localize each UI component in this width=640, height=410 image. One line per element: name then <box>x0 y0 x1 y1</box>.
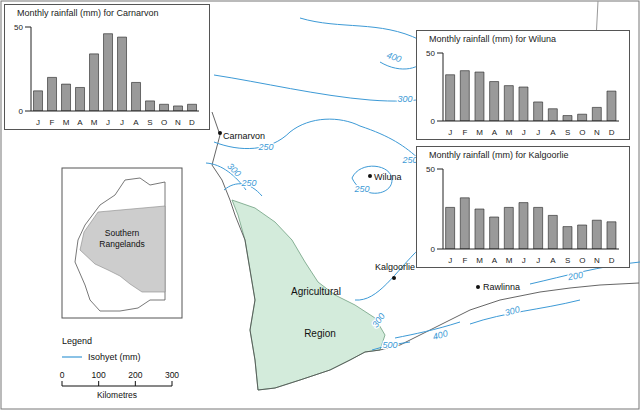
svg-text:M: M <box>476 256 483 265</box>
svg-text:Legend: Legend <box>62 336 92 346</box>
svg-text:N: N <box>175 118 181 127</box>
svg-text:50: 50 <box>426 165 435 174</box>
svg-text:A: A <box>492 256 498 265</box>
svg-text:Kilometres: Kilometres <box>97 390 137 400</box>
svg-text:F: F <box>463 256 468 265</box>
svg-text:SouthernRangelands: SouthernRangelands <box>99 228 144 249</box>
svg-text:A: A <box>550 256 556 265</box>
svg-text:J: J <box>536 256 540 265</box>
svg-text:J: J <box>448 128 452 137</box>
svg-text:250: 250 <box>402 155 418 165</box>
svg-text:S: S <box>565 128 570 137</box>
svg-text:0: 0 <box>431 245 436 254</box>
svg-text:F: F <box>463 128 468 137</box>
svg-text:200: 200 <box>128 370 142 380</box>
svg-text:300: 300 <box>397 94 412 104</box>
svg-text:Carnarvon: Carnarvon <box>223 131 265 141</box>
svg-text:Isohyet (mm): Isohyet (mm) <box>88 352 141 362</box>
svg-text:O: O <box>161 118 167 127</box>
svg-text:J: J <box>522 256 526 265</box>
svg-text:100: 100 <box>92 370 106 380</box>
svg-text:M: M <box>91 118 98 127</box>
svg-text:400: 400 <box>385 50 403 65</box>
svg-text:J: J <box>120 118 124 127</box>
svg-text:J: J <box>536 128 540 137</box>
svg-text:300: 300 <box>504 304 521 318</box>
svg-text:N: N <box>594 256 600 265</box>
html-text:Monthly rainfall (mm) for Kalg: Monthly rainfall (mm) for Kalgoorlie <box>429 150 569 160</box>
html-text:Monthly rainfall (mm) for Wilu: Monthly rainfall (mm) for Wiluna <box>429 34 556 44</box>
svg-text:Kalgoorlie: Kalgoorlie <box>375 262 415 272</box>
svg-text:Rawlinna: Rawlinna <box>483 282 520 292</box>
svg-text:J: J <box>522 128 526 137</box>
svg-text:M: M <box>63 118 70 127</box>
svg-text:300: 300 <box>225 161 243 179</box>
svg-text:0: 0 <box>60 370 65 380</box>
svg-text:50: 50 <box>426 49 435 58</box>
svg-text:S: S <box>147 118 152 127</box>
svg-text:M: M <box>506 256 513 265</box>
svg-text:250: 250 <box>257 142 273 152</box>
svg-text:200: 200 <box>566 270 584 283</box>
svg-text:A: A <box>133 118 139 127</box>
svg-text:F: F <box>50 118 55 127</box>
svg-text:J: J <box>36 118 40 127</box>
svg-text:S: S <box>565 256 570 265</box>
svg-text:300: 300 <box>165 370 179 380</box>
svg-text:N: N <box>594 128 600 137</box>
svg-text:250: 250 <box>353 184 369 194</box>
svg-text:A: A <box>492 128 498 137</box>
svg-text:AgriculturalRegion: AgriculturalRegion <box>291 286 341 339</box>
html-text:Monthly rainfall (mm) for Carn: Monthly rainfall (mm) for Carnarvon <box>17 8 159 18</box>
svg-text:M: M <box>476 128 483 137</box>
svg-text:Wiluna: Wiluna <box>374 172 402 182</box>
svg-text:D: D <box>189 118 195 127</box>
svg-text:A: A <box>550 128 556 137</box>
svg-text:0: 0 <box>19 107 24 116</box>
svg-text:400: 400 <box>432 328 449 342</box>
svg-text:D: D <box>609 128 615 137</box>
svg-text:M: M <box>506 128 513 137</box>
svg-text:J: J <box>106 118 110 127</box>
svg-text:500: 500 <box>382 340 397 350</box>
svg-text:250: 250 <box>240 178 256 188</box>
svg-text:0: 0 <box>431 117 436 126</box>
svg-text:O: O <box>579 256 585 265</box>
svg-text:D: D <box>609 256 615 265</box>
svg-text:A: A <box>77 118 83 127</box>
svg-text:300: 300 <box>370 311 387 329</box>
svg-text:O: O <box>579 128 585 137</box>
svg-text:50: 50 <box>14 23 23 32</box>
svg-text:J: J <box>448 256 452 265</box>
